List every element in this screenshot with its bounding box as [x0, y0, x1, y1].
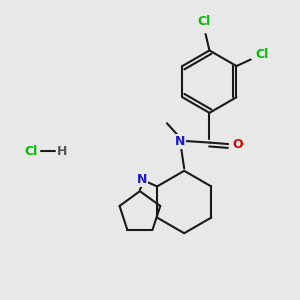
- Text: Cl: Cl: [256, 48, 269, 61]
- Text: O: O: [232, 138, 243, 151]
- Text: Cl: Cl: [197, 15, 211, 28]
- Text: Cl: Cl: [25, 145, 38, 158]
- Text: N: N: [175, 135, 185, 148]
- Text: N: N: [137, 173, 148, 186]
- Text: H: H: [57, 145, 68, 158]
